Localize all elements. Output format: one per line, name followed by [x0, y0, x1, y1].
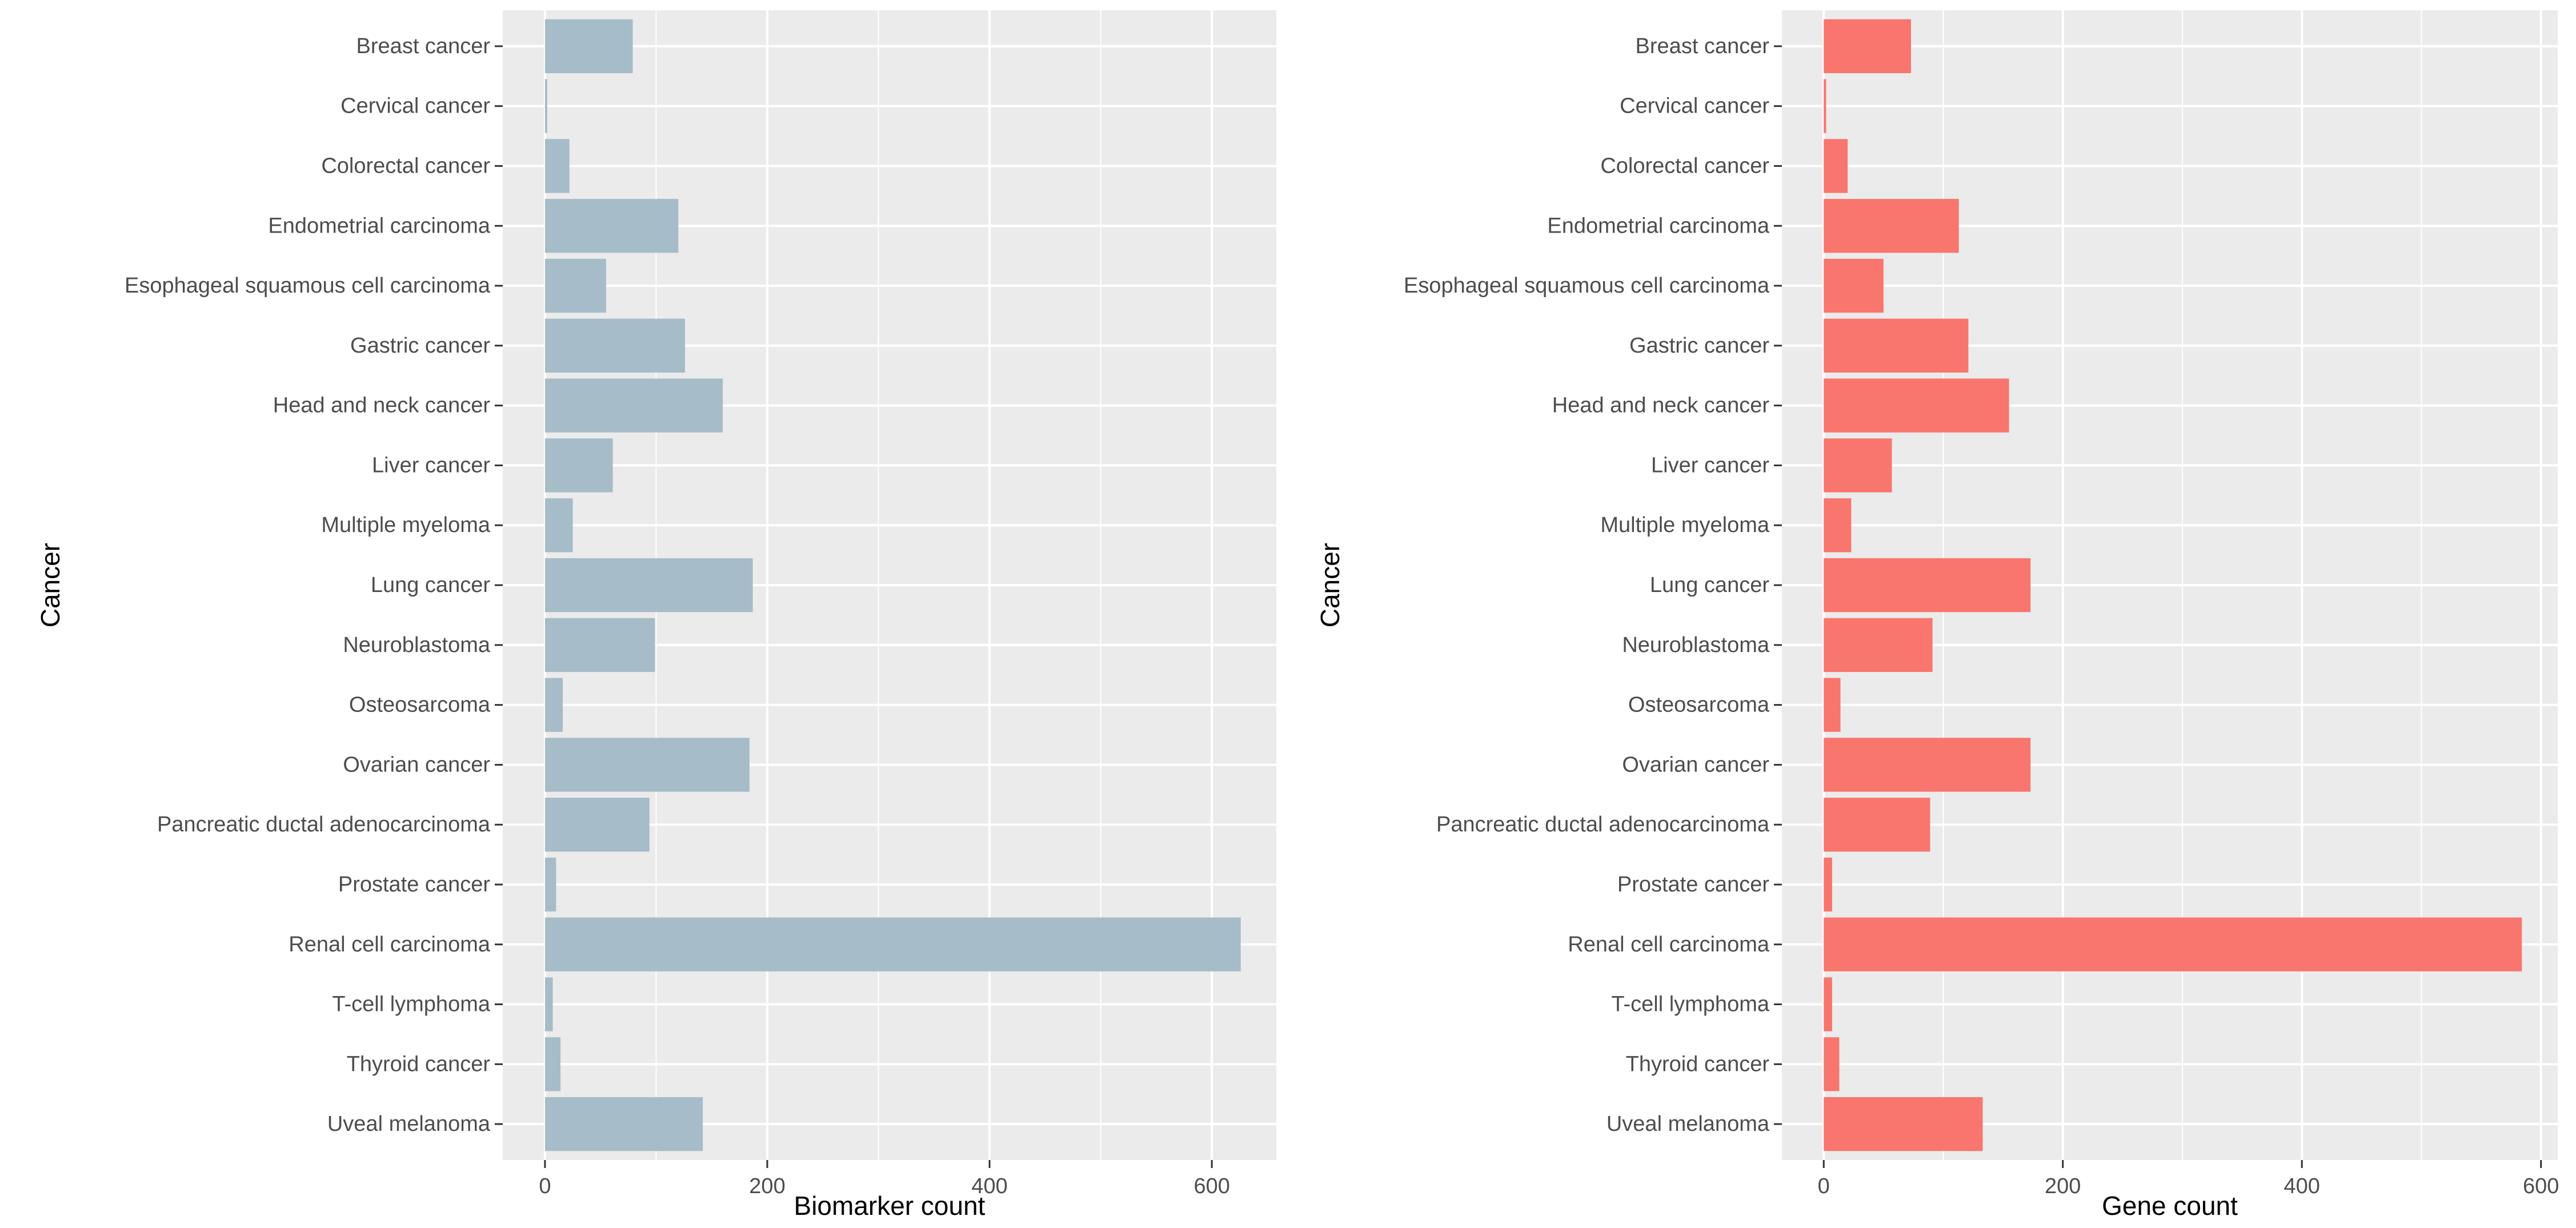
biomarker-y-tick-label: Gastric cancer	[350, 334, 490, 358]
biomarker-y-tick-label: Cervical cancer	[340, 94, 490, 118]
biomarker-y-tick-label: Liver cancer	[372, 453, 490, 477]
gene-bar	[1824, 798, 1930, 852]
gene-y-tick-label: Thyroid cancer	[1626, 1052, 1770, 1076]
gene-y-tick-label: Lung cancer	[1650, 573, 1769, 597]
biomarker-y-tick-label: Thyroid cancer	[347, 1052, 491, 1076]
gene-bar	[1824, 1097, 1983, 1151]
biomarker-bar	[544, 318, 686, 373]
biomarker-y-tick-label: Lung cancer	[371, 573, 490, 597]
biomarker-bar	[544, 917, 1241, 971]
biomarker-y-tick-label: Prostate cancer	[338, 873, 490, 897]
biomarker-bar	[544, 618, 655, 672]
gene-x-tick-label: 0	[1818, 1174, 1830, 1198]
biomarker-y-tick-label: T-cell lymphoma	[332, 993, 490, 1017]
gene-bar	[1824, 199, 1959, 253]
biomarker-bar	[544, 738, 750, 792]
gene-bar	[1824, 258, 1884, 313]
gene-y-tick-label: Colorectal cancer	[1600, 154, 1769, 178]
gene-y-tick-label: Esophageal squamous cell carcinoma	[1404, 274, 1770, 298]
gene-bar	[1824, 678, 1841, 732]
biomarker-y-tick-label: Renal cell carcinoma	[289, 933, 491, 957]
biomarker-bar	[544, 378, 723, 433]
biomarker-y-tick-label: Pancreatic ductal adenocarcinoma	[157, 813, 491, 837]
biomarker-x-tick-label: 200	[749, 1174, 785, 1198]
biomarker-x-tick-label: 0	[539, 1174, 551, 1198]
biomarker-bar	[544, 258, 606, 313]
gene-bar	[1824, 498, 1852, 553]
gene-bar	[1824, 19, 1911, 74]
biomarker-bar	[544, 1097, 703, 1151]
biomarker-bar	[544, 558, 753, 613]
biomarker-bar	[544, 798, 650, 852]
biomarker-x-axis-title: Biomarker count	[794, 1191, 985, 1221]
biomarker-bar	[544, 857, 556, 912]
biomarker-bar	[544, 498, 573, 553]
biomarker-y-tick-label: Ovarian cancer	[343, 753, 490, 777]
gene-bar	[1824, 438, 1892, 493]
gene-y-tick-label: Neuroblastoma	[1622, 633, 1770, 657]
gene-y-tick-label: Pancreatic ductal adenocarcinoma	[1436, 813, 1770, 837]
biomarker-y-tick-label: Esophageal squamous cell carcinoma	[125, 274, 491, 298]
gene-y-tick-label: Prostate cancer	[1617, 873, 1769, 897]
gene-y-tick-label: Liver cancer	[1651, 453, 1769, 477]
gene-y-tick-label: Endometrial carcinoma	[1547, 214, 1769, 238]
biomarker-y-tick-label: Neuroblastoma	[343, 633, 491, 657]
gene-x-tick-label: 400	[2284, 1174, 2320, 1198]
gene-x-tick-label: 600	[2523, 1174, 2559, 1198]
biomarker-bar	[544, 139, 570, 193]
biomarker-bar	[544, 438, 613, 493]
gene-bar	[1824, 79, 1826, 133]
biomarker-y-tick-label: Uveal melanoma	[327, 1112, 491, 1136]
gene-bar	[1824, 1037, 1840, 1091]
gene-x-axis-title: Gene count	[2102, 1191, 2238, 1221]
gene-bar	[1824, 378, 2009, 433]
biomarker-y-axis-title: Cancer	[35, 543, 65, 627]
gene-y-tick-label: Gastric cancer	[1629, 334, 1769, 358]
gene-y-tick-label: Cervical cancer	[1620, 94, 1769, 118]
gene-y-tick-label: T-cell lymphoma	[1611, 993, 1769, 1017]
gene-bar	[1824, 977, 1832, 1031]
biomarker-y-tick-label: Endometrial carcinoma	[268, 214, 490, 238]
biomarker-x-tick-label: 600	[1193, 1174, 1229, 1198]
gene-y-tick-label: Multiple myeloma	[1600, 513, 1770, 537]
biomarker-bar	[544, 678, 563, 732]
biomarker-bar	[544, 1037, 561, 1091]
gene-y-tick-label: Breast cancer	[1636, 34, 1770, 58]
gene-bar	[1824, 558, 2031, 613]
gene-y-tick-label: Osteosarcoma	[1628, 693, 1770, 717]
gene-bar	[1824, 618, 1933, 672]
gene-y-axis-title: Cancer	[1315, 543, 1345, 627]
gene-y-tick-label: Ovarian cancer	[1622, 753, 1769, 777]
biomarker-y-tick-label: Osteosarcoma	[349, 693, 491, 717]
gene-bar	[1824, 139, 1848, 193]
gene-bar	[1824, 857, 1832, 912]
gene-y-tick-label: Head and neck cancer	[1552, 394, 1770, 418]
gene-y-tick-label: Renal cell carcinoma	[1568, 933, 1770, 957]
biomarker-bar	[544, 977, 553, 1031]
biomarker-y-tick-label: Breast cancer	[356, 34, 491, 58]
biomarker-y-tick-label: Multiple myeloma	[321, 513, 491, 537]
biomarker-y-tick-label: Head and neck cancer	[273, 394, 491, 418]
biomarker-y-tick-label: Colorectal cancer	[321, 154, 490, 178]
gene-y-tick-label: Uveal melanoma	[1607, 1112, 1770, 1136]
biomarker-bar	[544, 79, 547, 133]
biomarker-bar	[544, 199, 679, 253]
gene-bar	[1824, 917, 2522, 971]
gene-x-tick-label: 200	[2045, 1174, 2081, 1198]
gene-bar	[1824, 738, 2031, 792]
biomarker-x-tick-label: 400	[971, 1174, 1007, 1198]
biomarker-bar	[544, 19, 633, 74]
gene-bar	[1824, 318, 1969, 373]
